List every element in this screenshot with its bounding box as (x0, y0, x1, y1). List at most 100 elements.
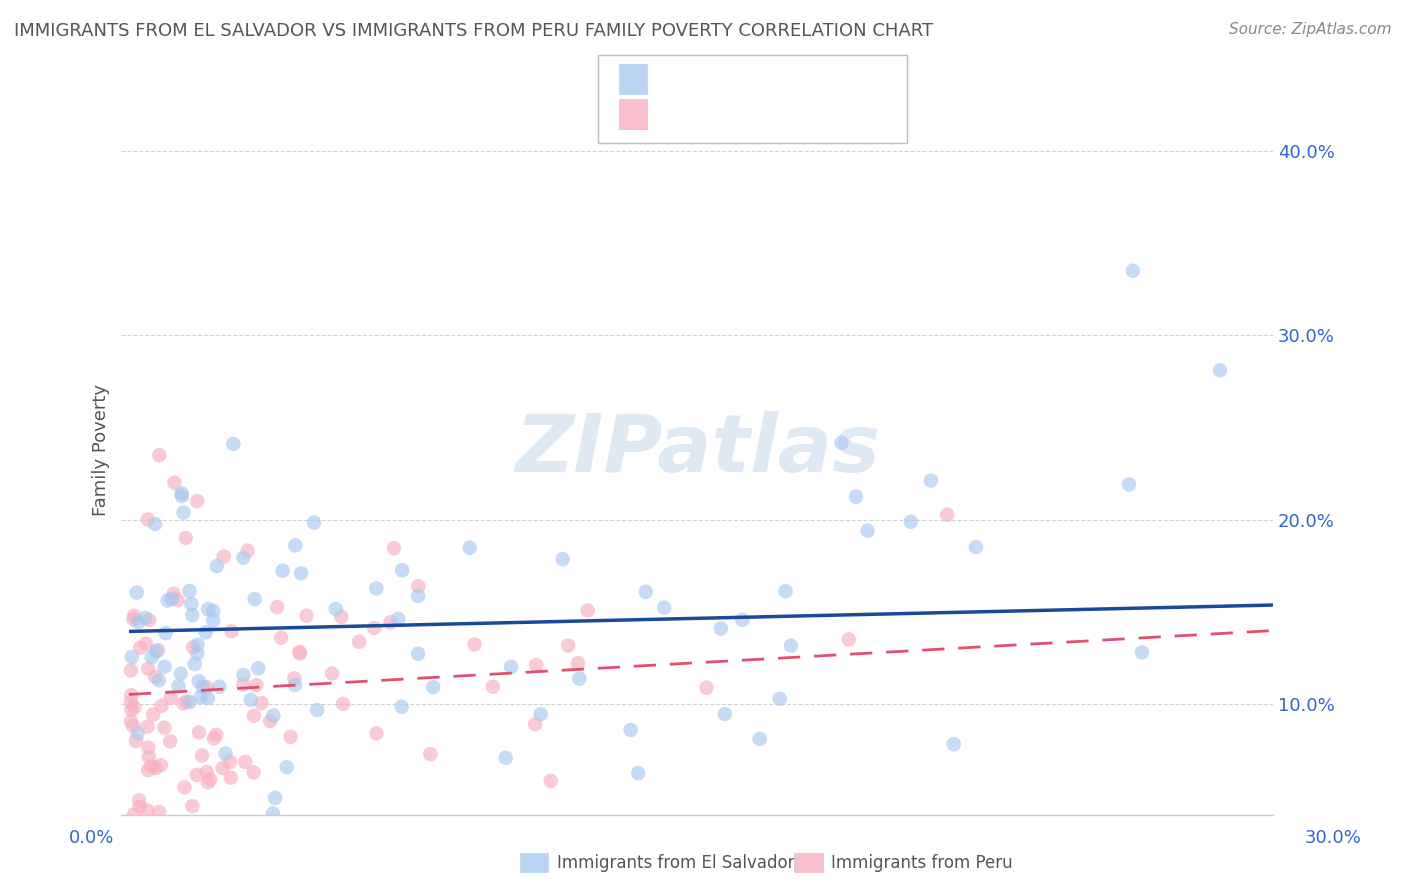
Point (391, 563, 413, 577)
Point (159, 734, 181, 748)
Point (627, 766, 650, 780)
Point (138, 740, 160, 755)
Point (332, 697, 354, 711)
Point (1130, 645, 1153, 659)
Point (321, 666, 343, 681)
Point (197, 691, 219, 706)
Point (232, 550, 254, 565)
Point (202, 604, 225, 618)
Point (408, 579, 430, 593)
Point (221, 624, 243, 639)
Point (288, 645, 311, 659)
Point (143, 516, 166, 531)
Point (214, 747, 236, 761)
Point (197, 602, 219, 616)
Point (463, 637, 485, 651)
Point (780, 639, 803, 653)
Text: 0.072: 0.072 (695, 70, 749, 88)
Point (713, 707, 735, 722)
Point (159, 690, 181, 705)
Point (173, 780, 195, 795)
Point (143, 670, 166, 684)
Point (179, 584, 201, 599)
Point (731, 613, 754, 627)
Point (180, 597, 202, 611)
Point (122, 608, 145, 623)
Point (125, 734, 148, 748)
Point (146, 643, 169, 657)
Point (202, 731, 225, 746)
Point (150, 698, 173, 713)
Point (136, 804, 159, 818)
Point (391, 699, 413, 714)
Point (233, 755, 256, 769)
Text: N =: N = (738, 104, 787, 123)
Point (283, 671, 305, 685)
Point (748, 731, 770, 746)
Point (205, 728, 228, 742)
Point (406, 589, 429, 603)
Point (363, 621, 385, 635)
Point (557, 639, 579, 653)
Point (245, 678, 267, 692)
Point (302, 516, 325, 530)
Point (422, 680, 444, 694)
Point (1209, 363, 1232, 377)
Point (186, 768, 208, 782)
Point (141, 650, 163, 665)
Point (270, 631, 292, 645)
Point (122, 612, 145, 626)
Point (965, 540, 987, 554)
Point (264, 790, 287, 805)
Point (259, 714, 281, 728)
Point (122, 719, 145, 733)
Text: IMMIGRANTS FROM EL SALVADOR VS IMMIGRANTS FROM PERU FAMILY POVERTY CORRELATION C: IMMIGRANTS FROM EL SALVADOR VS IMMIGRANT… (14, 22, 934, 40)
Point (167, 679, 190, 693)
Point (856, 524, 879, 538)
Y-axis label: Family Poverty: Family Poverty (93, 384, 110, 516)
Point (166, 593, 188, 607)
Point (122, 807, 145, 822)
Point (540, 773, 562, 788)
Point (174, 531, 197, 545)
Point (406, 647, 429, 661)
Point (1118, 477, 1140, 491)
Point (121, 650, 143, 665)
Point (243, 708, 266, 723)
Point (652, 600, 675, 615)
Point (145, 644, 167, 658)
Point (186, 494, 208, 508)
Point (181, 799, 204, 814)
Point (134, 611, 156, 625)
Point (380, 615, 402, 630)
Point (205, 559, 228, 574)
Point (173, 506, 195, 520)
Text: 30.0%: 30.0% (1305, 829, 1361, 847)
Point (127, 615, 149, 630)
Point (195, 764, 218, 779)
Point (288, 647, 311, 661)
Point (568, 672, 591, 686)
Point (219, 771, 242, 785)
Point (128, 793, 150, 807)
Point (290, 566, 312, 581)
Point (148, 805, 170, 819)
Point (366, 726, 388, 740)
Point (149, 758, 172, 772)
Point (620, 723, 643, 737)
Point (120, 695, 142, 709)
Point (325, 602, 347, 616)
Point (120, 703, 142, 717)
Point (208, 680, 231, 694)
Point (187, 638, 209, 652)
Point (529, 707, 551, 722)
Point (838, 632, 860, 647)
Point (198, 772, 221, 787)
Point (284, 538, 307, 552)
Point (120, 688, 142, 702)
Point (250, 696, 273, 710)
Point (156, 593, 179, 607)
Text: 88: 88 (778, 70, 801, 88)
Point (1122, 263, 1144, 277)
Point (148, 673, 170, 688)
